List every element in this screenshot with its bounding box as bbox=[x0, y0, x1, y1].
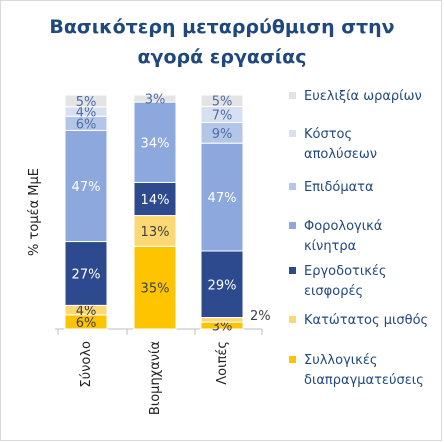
legend-swatch-2 bbox=[289, 183, 296, 190]
data-label-0-2: 27% bbox=[72, 267, 101, 282]
data-label-0-1: 4% bbox=[76, 304, 97, 319]
legend-swatch-5 bbox=[289, 316, 296, 323]
data-label-2-2: 29% bbox=[208, 278, 237, 293]
legend-swatch-6 bbox=[289, 356, 296, 363]
legend-swatch-3 bbox=[289, 222, 296, 229]
data-label-0-5: 4% bbox=[76, 106, 97, 121]
legend-label-1-0: Κόστος bbox=[304, 127, 352, 142]
legend-label-3-1: κίνητρα bbox=[304, 239, 356, 254]
data-label-1-3: 34% bbox=[141, 136, 170, 151]
data-label-2-3: 47% bbox=[208, 191, 237, 206]
y-axis-label: % τομέα ΜμΕ bbox=[27, 168, 42, 256]
bar-segment-1-3 bbox=[133, 101, 177, 183]
bar-segment-0-2 bbox=[64, 241, 108, 306]
chart-title: Βασικότερη μεταρρύθμιση στην αγορά εργασ… bbox=[0, 12, 444, 72]
x-tick-label-1: Βιομηχανία bbox=[148, 341, 163, 415]
data-label-1-1: 13% bbox=[141, 225, 170, 240]
bar-segment-1-0 bbox=[133, 245, 177, 330]
legend-swatch-0 bbox=[289, 92, 296, 99]
legend-label-4-0: Εργοδοτικές bbox=[304, 264, 387, 279]
bar-segment-2-6 bbox=[200, 94, 244, 107]
data-label-2-4: 9% bbox=[212, 127, 233, 142]
bar-segment-2-1 bbox=[200, 317, 244, 323]
bar-segment-0-6 bbox=[64, 94, 108, 108]
legend-label-1-1: απολύσεων bbox=[304, 147, 377, 162]
bar-segment-2-2 bbox=[200, 250, 244, 319]
legend-label-2-0: Επιδόματα bbox=[304, 180, 374, 195]
legend-label-4-1: εισφορές bbox=[304, 284, 363, 299]
data-label-0-6: 5% bbox=[76, 95, 97, 110]
data-label-1-0: 35% bbox=[141, 282, 170, 297]
data-label-1-2: 14% bbox=[141, 193, 170, 208]
legend-label-6-0: Συλλογικές bbox=[304, 353, 378, 368]
bar-segment-1-6 bbox=[133, 94, 177, 103]
data-label-2-1: 2% bbox=[250, 309, 271, 324]
legend-label-0-0: Ευελιξία ωραρίων bbox=[304, 89, 422, 104]
data-label-2-6: 5% bbox=[212, 95, 233, 110]
legend-swatch-1 bbox=[289, 130, 296, 137]
bar-segment-0-3 bbox=[64, 129, 108, 243]
x-tick-label-0: Σύνολο bbox=[79, 341, 94, 388]
chart-title-line-1: Βασικότερη μεταρρύθμιση στην bbox=[49, 16, 395, 38]
data-label-1-6: 3% bbox=[145, 93, 166, 108]
bar-segment-1-1 bbox=[133, 215, 177, 247]
data-label-2-0: 3% bbox=[212, 320, 233, 335]
chart-title-line-2: αγορά εργασίας bbox=[137, 46, 307, 68]
legend-label-5-0: Κατώτατος μισθός bbox=[304, 313, 428, 328]
legend-label-6-1: διαπραγματεύσεις bbox=[304, 373, 424, 388]
legend-swatch-4 bbox=[289, 267, 296, 274]
data-label-2-5: 7% bbox=[212, 109, 233, 124]
x-tick-label-2: Λοιπές bbox=[215, 341, 230, 385]
legend-label-3-0: Φορολογικά bbox=[304, 219, 382, 234]
data-label-0-3: 47% bbox=[72, 180, 101, 195]
data-label-0-4: 6% bbox=[76, 117, 97, 132]
data-label-0-0: 6% bbox=[76, 316, 97, 331]
